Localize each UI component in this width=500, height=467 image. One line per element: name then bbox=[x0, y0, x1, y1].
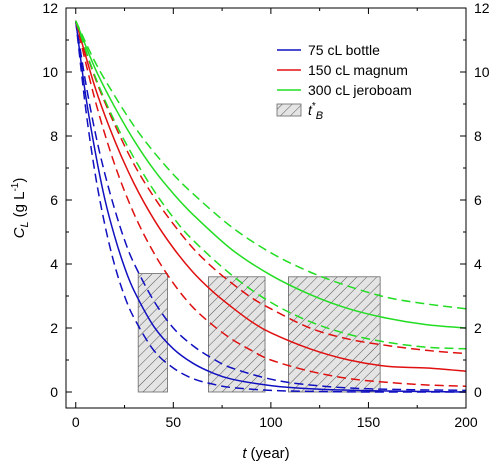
legend: 75 cL bottle 150 cL magnum 300 cL jeroboam… bbox=[276, 42, 412, 122]
x-tick-label: 150 bbox=[357, 414, 381, 430]
y-tick-label-left: 2 bbox=[50, 320, 58, 336]
y-tick-label-right: 2 bbox=[474, 320, 482, 336]
legend-label-1: 75 cL bottle bbox=[308, 42, 380, 58]
series-layer bbox=[75, 20, 466, 393]
y-tick-label-right: 8 bbox=[474, 128, 482, 144]
series-line-1-solid bbox=[75, 20, 466, 393]
y-tick-label-right: 0 bbox=[474, 384, 482, 400]
y-tick-label-left: 8 bbox=[50, 128, 58, 144]
x-tick-label: 0 bbox=[72, 414, 80, 430]
x-tick-label: 200 bbox=[454, 414, 478, 430]
hatched-region-1 bbox=[137, 273, 168, 393]
y-tick-label-left: 4 bbox=[50, 256, 58, 272]
legend-label-4: t*B bbox=[308, 101, 323, 122]
y-tick-label-left: 10 bbox=[42, 64, 58, 80]
plot-frame bbox=[65, 7, 467, 409]
series-line-3-dashed bbox=[75, 20, 466, 392]
legend-label-3: 300 cL jeroboam bbox=[308, 82, 412, 98]
legend-swatch-hatch bbox=[276, 103, 302, 117]
y-tick-label-right: 12 bbox=[474, 0, 490, 16]
series-line-9-dashed bbox=[75, 20, 466, 310]
y-tick-label-right: 6 bbox=[474, 192, 482, 208]
regions-layer bbox=[137, 273, 381, 393]
hatched-region-3 bbox=[288, 276, 381, 393]
series-line-2-dashed bbox=[75, 20, 466, 393]
y-tick-label-right: 4 bbox=[474, 256, 482, 272]
y-tick-label-left: 12 bbox=[42, 0, 58, 16]
y-tick-label-right: 10 bbox=[474, 64, 490, 80]
x-tick-label: 100 bbox=[259, 414, 283, 430]
series-line-5-dashed bbox=[75, 20, 466, 387]
series-line-6-dashed bbox=[75, 20, 466, 355]
y-tick-label-left: 6 bbox=[50, 192, 58, 208]
x-tick-label: 50 bbox=[166, 414, 182, 430]
series-line-4-solid bbox=[75, 20, 466, 372]
series-line-7-solid bbox=[75, 20, 466, 329]
y-tick-label-left: 0 bbox=[50, 384, 58, 400]
legend-label-2: 150 cL magnum bbox=[308, 62, 408, 78]
x-axis-label: t (year) bbox=[242, 445, 289, 462]
y-axis-label: CL(g L-1) bbox=[10, 178, 31, 239]
